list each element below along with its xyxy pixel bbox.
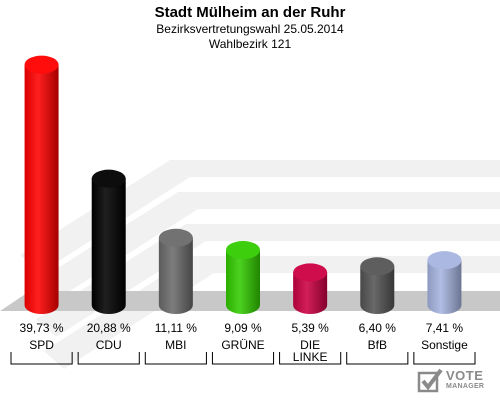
category-bracket [211,352,275,365]
category-label: LINKE [293,350,328,364]
value-label: 20,88 % [87,321,131,335]
category-bracket [346,352,409,365]
bar-top [91,169,126,188]
bar-group [24,55,462,314]
bar-top [24,55,59,74]
logo-text-manager: MANAGER [446,383,485,390]
category-label: Sonstige [421,338,468,352]
category-label: SPD [29,338,54,352]
grid-band [20,160,500,273]
bar-top [158,228,193,247]
bar-spd [24,64,59,314]
value-label: 6,40 % [359,321,397,335]
label-group: 39,73 % SPD 20,88 % CDU 11,11 % MBI 9,09 % GRÜN… [10,321,476,365]
bar-top [360,257,395,276]
vote-manager-logo: VOTE MANAGER [416,366,494,396]
grid-band [28,192,500,305]
category-bracket [413,352,476,365]
category-label: CDU [96,338,122,352]
chart-header: Stadt Mülheim an der Ruhr Bezirksvertret… [0,0,500,52]
value-label: 9,09 % [224,321,262,335]
grid-band [44,256,500,369]
category-label: GRÜNE [221,338,264,352]
category-bracket [77,352,140,365]
bar-bfb [360,266,395,314]
category-label: DIE [300,338,320,352]
bar-mbi [158,237,193,314]
category-label: MBI [165,338,186,352]
chart-subtitle-election: Bezirksvertretungswahl 25.05.2014 [156,22,344,36]
bar-sonstige [427,260,462,314]
bar-top [427,251,462,270]
bar-die-linke [293,272,328,314]
category-bracket [10,352,73,365]
chart-subtitle-district: Wahlbezirk 121 [208,37,292,51]
bar-top [226,241,260,260]
chart-title: Stadt Mülheim an der Ruhr [154,4,346,21]
check-box-icon [417,368,443,393]
category-bracket [279,352,342,365]
bar-gr-ne [226,250,260,314]
bar-cdu [91,178,126,314]
value-label: 7,41 % [426,321,464,335]
bar-top [293,263,328,282]
category-bracket [144,352,207,365]
category-label: BfB [368,338,387,352]
value-label: 39,73 % [20,321,64,335]
value-label: 5,39 % [291,321,329,335]
logo-text-vote: VOTE [446,368,484,383]
grid-band [36,224,500,337]
value-label: 11,11 % [155,321,198,335]
